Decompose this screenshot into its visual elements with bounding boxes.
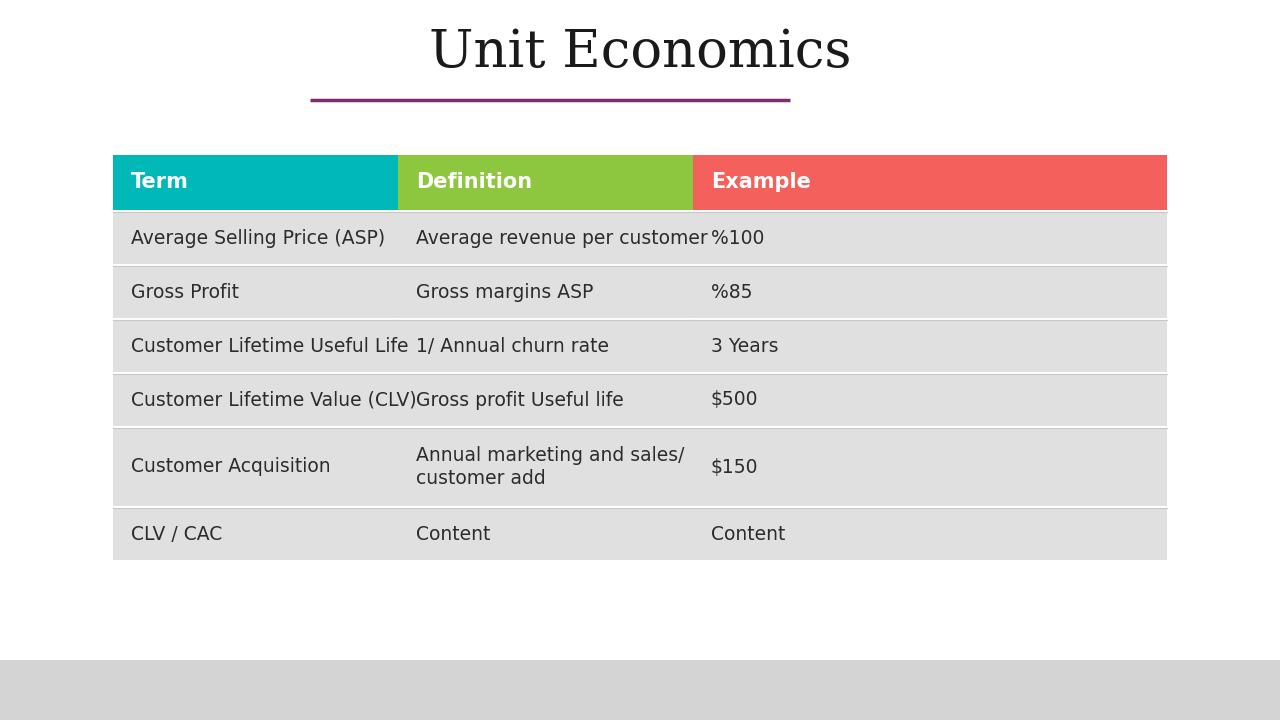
Bar: [398, 266, 692, 318]
Text: %100: %100: [710, 228, 764, 248]
Text: Average Selling Price (ASP): Average Selling Price (ASP): [131, 228, 385, 248]
Text: Gross profit Useful life: Gross profit Useful life: [416, 390, 623, 410]
Bar: [398, 155, 692, 210]
Text: %85: %85: [710, 282, 753, 302]
Bar: [692, 428, 1167, 506]
Text: Customer Acquisition: Customer Acquisition: [131, 457, 330, 477]
Text: customer add: customer add: [416, 469, 545, 488]
Text: Gross Profit: Gross Profit: [131, 282, 239, 302]
Text: Term: Term: [131, 173, 189, 192]
Bar: [113, 428, 398, 506]
Text: Content: Content: [416, 524, 490, 544]
Text: Content: Content: [710, 524, 786, 544]
Bar: [692, 508, 1167, 560]
Text: Definition: Definition: [416, 173, 532, 192]
Bar: [692, 320, 1167, 372]
Bar: [692, 266, 1167, 318]
Text: $500: $500: [710, 390, 759, 410]
Bar: [0, 660, 1280, 720]
Text: Example: Example: [710, 173, 810, 192]
Bar: [398, 428, 692, 506]
Text: Customer Lifetime Value (CLV): Customer Lifetime Value (CLV): [131, 390, 416, 410]
Bar: [113, 508, 398, 560]
Bar: [692, 374, 1167, 426]
Bar: [113, 374, 398, 426]
Bar: [692, 155, 1167, 210]
Text: Gross margins ASP: Gross margins ASP: [416, 282, 594, 302]
Bar: [113, 155, 398, 210]
Bar: [692, 212, 1167, 264]
Bar: [113, 320, 398, 372]
Text: Customer Lifetime Useful Life: Customer Lifetime Useful Life: [131, 336, 408, 356]
Bar: [398, 212, 692, 264]
Text: 3 Years: 3 Years: [710, 336, 778, 356]
Bar: [113, 266, 398, 318]
Bar: [398, 508, 692, 560]
Text: CLV / CAC: CLV / CAC: [131, 524, 223, 544]
Text: Annual marketing and sales/: Annual marketing and sales/: [416, 446, 685, 465]
Bar: [398, 374, 692, 426]
Text: Unit Economics: Unit Economics: [429, 27, 851, 78]
Text: $150: $150: [710, 457, 759, 477]
Text: Average revenue per customer: Average revenue per customer: [416, 228, 708, 248]
Bar: [113, 212, 398, 264]
Bar: [398, 320, 692, 372]
Text: 1/ Annual churn rate: 1/ Annual churn rate: [416, 336, 609, 356]
